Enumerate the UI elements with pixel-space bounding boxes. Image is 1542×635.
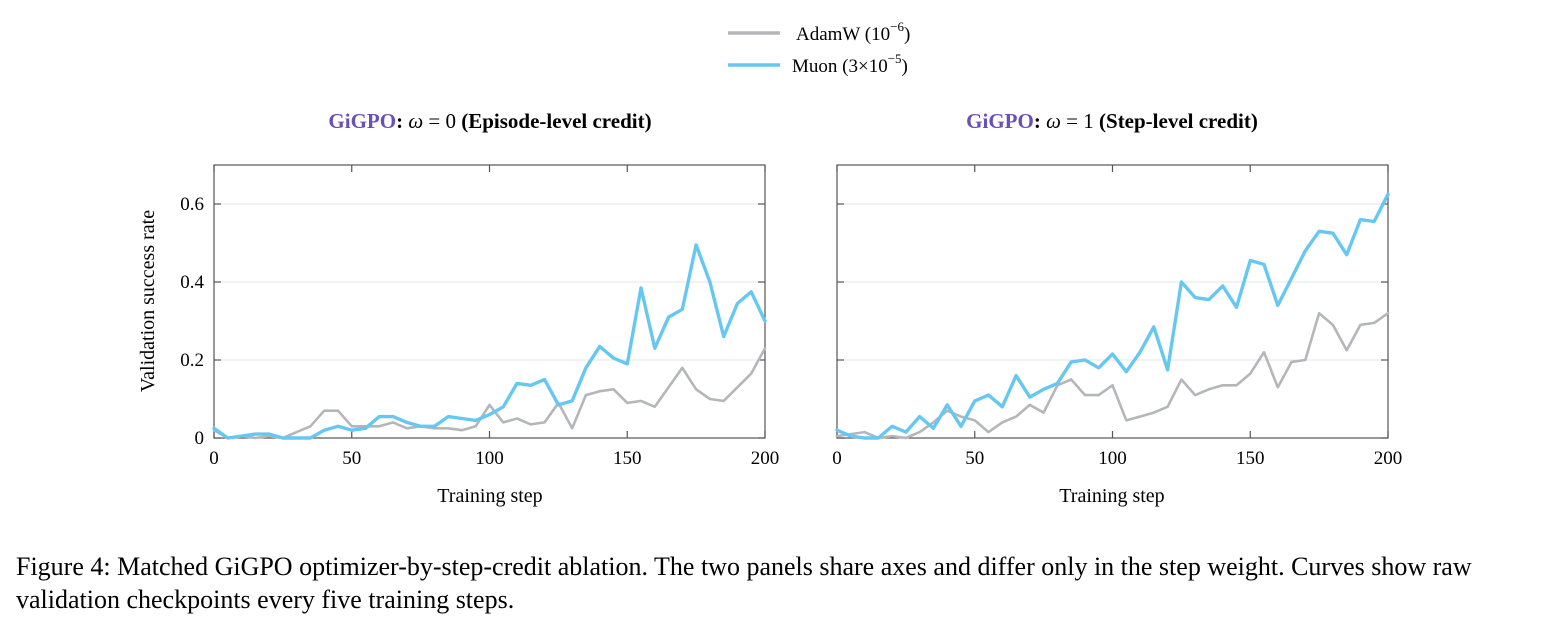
panel-title: GiGPO: ω = 0 (Episode-level credit) bbox=[328, 109, 651, 133]
grid bbox=[837, 203, 1388, 361]
plot-frame bbox=[836, 164, 1389, 439]
x-tick-label: 0 bbox=[832, 448, 842, 469]
legend-label-muon: Muon (3×10−5) bbox=[792, 51, 908, 77]
series bbox=[835, 192, 1390, 440]
grid bbox=[214, 203, 765, 361]
x-tick-label: 50 bbox=[965, 448, 984, 469]
legend-entry-muon: Muon (3×10−5) bbox=[728, 51, 908, 77]
series bbox=[212, 243, 767, 440]
x-axis-title: Training step bbox=[1059, 485, 1164, 507]
ticks: 0 0.2 0.4 0.6 0 50 100 150 200 bbox=[180, 165, 779, 469]
figure-canvas: AdamW (10−6) Muon (3×10−5) GiGPO: ω = 0 … bbox=[137, 19, 1402, 507]
y-tick-label: 0 bbox=[195, 428, 205, 449]
series-line-muon bbox=[212, 243, 767, 440]
x-tick-label: 150 bbox=[1236, 448, 1265, 469]
x-tick-label: 100 bbox=[475, 448, 504, 469]
legend-label-adamw: AdamW (10−6) bbox=[796, 19, 910, 45]
x-tick-label: 150 bbox=[613, 448, 642, 469]
x-tick-label: 200 bbox=[1374, 448, 1403, 469]
legend-entry-adamw: AdamW (10−6) bbox=[728, 19, 910, 45]
x-axis-title: Training step bbox=[437, 485, 542, 507]
figure-caption: Figure 4: Matched GiGPO optimizer-by-ste… bbox=[16, 552, 1472, 614]
panel-step-level: GiGPO: ω = 1 (Step-level credit) 0 50 100 1… bbox=[832, 109, 1402, 507]
x-tick-label: 200 bbox=[751, 448, 780, 469]
x-tick-label: 0 bbox=[209, 448, 219, 469]
y-tick-label: 0.4 bbox=[180, 272, 204, 293]
x-tick-label: 100 bbox=[1098, 448, 1127, 469]
panel-episode-level: GiGPO: ω = 0 (Episode-level credit) 0 0.2… bbox=[137, 109, 779, 507]
panel-title: GiGPO: ω = 1 (Step-level credit) bbox=[966, 109, 1258, 133]
y-axis-title: Validation success rate bbox=[137, 210, 159, 392]
series-line-muon bbox=[835, 192, 1390, 440]
series-line-adamw bbox=[212, 346, 767, 440]
legend: AdamW (10−6) Muon (3×10−5) bbox=[728, 19, 910, 77]
series-line-adamw bbox=[835, 311, 1390, 440]
method-name: GiGPO bbox=[966, 109, 1034, 133]
y-tick-label: 0.2 bbox=[180, 350, 204, 371]
y-tick-label: 0.6 bbox=[180, 194, 204, 215]
ticks: 0 50 100 150 200 bbox=[832, 165, 1402, 469]
method-name: GiGPO bbox=[328, 109, 396, 133]
x-tick-label: 50 bbox=[342, 448, 361, 469]
